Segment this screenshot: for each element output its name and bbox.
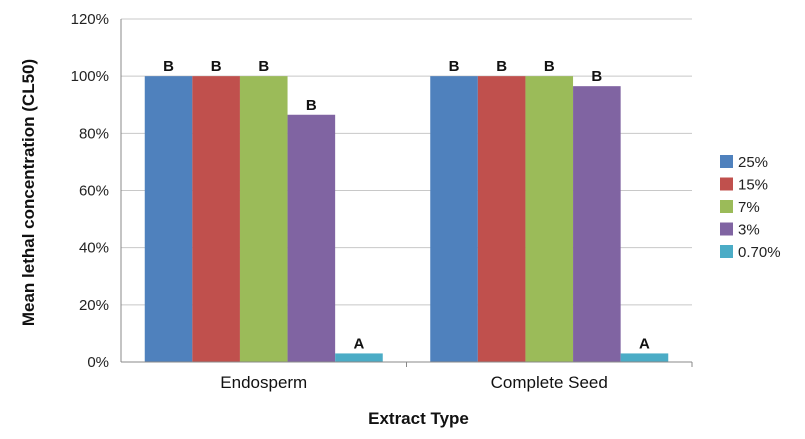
- bars: [144, 76, 669, 363]
- bar-labels: B B B B A B B B B A: [163, 58, 650, 352]
- bar-label: B: [258, 58, 269, 75]
- bar-label: B: [449, 58, 460, 75]
- legend-label: 7%: [738, 199, 760, 216]
- bar-label: B: [591, 68, 602, 85]
- legend-label: 25%: [738, 154, 768, 171]
- bar-label: B: [211, 58, 222, 75]
- y-tick-label: 120%: [71, 11, 109, 28]
- y-tick-label: 20%: [79, 297, 109, 314]
- y-tick-label: 80%: [79, 125, 109, 142]
- legend-swatch: [720, 155, 733, 168]
- legend-label: 0.70%: [738, 244, 781, 261]
- legend-label: 3%: [738, 222, 760, 239]
- bar-label: B: [496, 58, 507, 75]
- bar: [573, 86, 621, 362]
- y-tick-label: 40%: [79, 240, 109, 257]
- bar: [477, 76, 526, 363]
- bar: [525, 76, 574, 363]
- y-axis-title: Mean lethal concentration (CL50): [19, 59, 38, 326]
- y-tick-label: 0%: [87, 354, 109, 371]
- bar: [430, 76, 478, 363]
- legend: 25% 15% 7% 3% 0.70%: [720, 154, 781, 261]
- y-tick-label: 60%: [79, 183, 109, 200]
- bar-label: A: [354, 335, 365, 352]
- legend-swatch: [720, 222, 733, 236]
- legend-swatch: [720, 200, 733, 213]
- bar: [239, 76, 288, 363]
- y-axis-ticks: 0% 20% 40% 60% 80% 100% 120%: [71, 11, 109, 371]
- x-tick-label: Endosperm: [220, 373, 307, 392]
- bar: [287, 114, 336, 362]
- legend-swatch: [720, 245, 733, 258]
- y-tick-label: 100%: [71, 68, 109, 85]
- bar: [144, 76, 193, 363]
- bar: [335, 353, 383, 362]
- bar-label: B: [163, 58, 174, 75]
- bar-label: B: [544, 58, 555, 75]
- bar-label: A: [639, 335, 650, 352]
- legend-swatch: [720, 177, 733, 191]
- bar: [620, 353, 669, 362]
- bar: [192, 76, 240, 363]
- x-axis-title: Extract Type: [368, 409, 469, 428]
- x-axis-ticks: Endosperm Complete Seed: [220, 362, 693, 392]
- x-tick-label: Complete Seed: [491, 373, 608, 392]
- legend-label: 15%: [738, 177, 768, 194]
- bar-label: B: [306, 97, 317, 114]
